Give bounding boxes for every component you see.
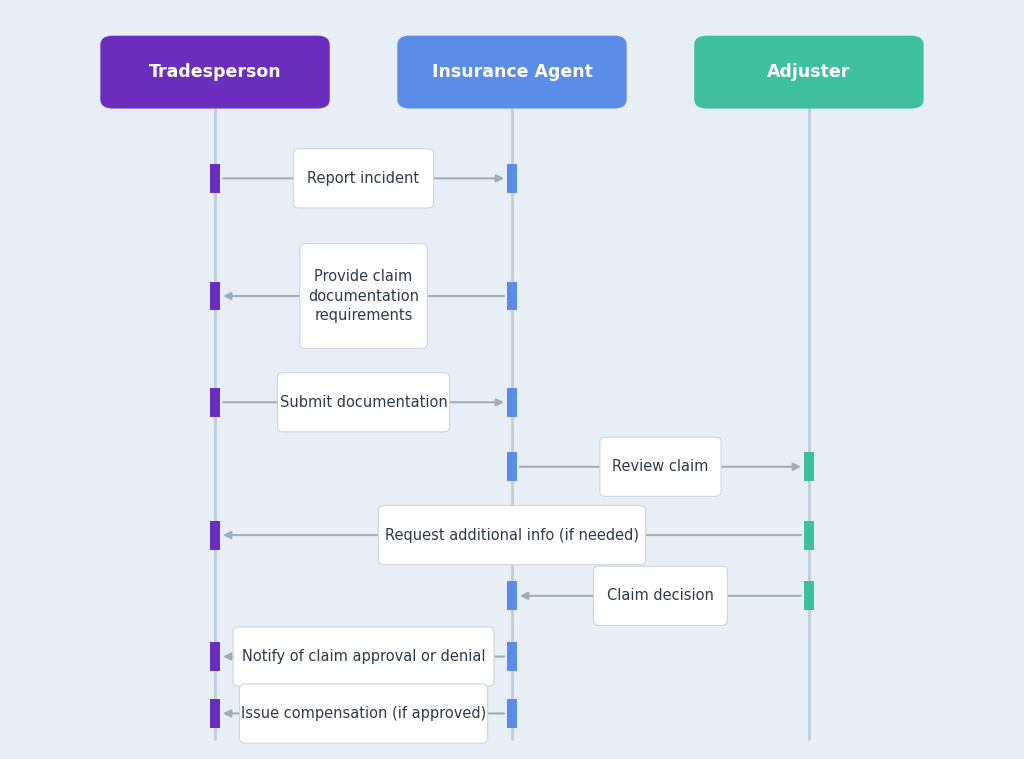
FancyBboxPatch shape	[100, 36, 330, 109]
Text: Insurance Agent: Insurance Agent	[431, 63, 593, 81]
FancyBboxPatch shape	[300, 244, 427, 348]
FancyBboxPatch shape	[694, 36, 924, 109]
FancyBboxPatch shape	[210, 642, 220, 671]
Text: Request additional info (if needed): Request additional info (if needed)	[385, 528, 639, 543]
FancyBboxPatch shape	[379, 505, 646, 565]
FancyBboxPatch shape	[233, 627, 494, 686]
FancyBboxPatch shape	[210, 388, 220, 417]
FancyBboxPatch shape	[507, 642, 517, 671]
FancyBboxPatch shape	[507, 388, 517, 417]
FancyBboxPatch shape	[600, 437, 721, 496]
Text: Adjuster: Adjuster	[767, 63, 851, 81]
Text: Notify of claim approval or denial: Notify of claim approval or denial	[242, 649, 485, 664]
FancyBboxPatch shape	[507, 581, 517, 610]
Text: Tradesperson: Tradesperson	[148, 63, 282, 81]
FancyBboxPatch shape	[278, 373, 450, 432]
Text: Review claim: Review claim	[612, 459, 709, 474]
FancyBboxPatch shape	[210, 521, 220, 550]
FancyBboxPatch shape	[210, 164, 220, 193]
FancyBboxPatch shape	[210, 282, 220, 310]
FancyBboxPatch shape	[240, 684, 487, 743]
Text: Report incident: Report incident	[307, 171, 420, 186]
FancyBboxPatch shape	[293, 149, 434, 208]
Text: Issue compensation (if approved): Issue compensation (if approved)	[241, 706, 486, 721]
FancyBboxPatch shape	[804, 521, 814, 550]
FancyBboxPatch shape	[804, 581, 814, 610]
FancyBboxPatch shape	[210, 699, 220, 728]
Text: Provide claim
documentation
requirements: Provide claim documentation requirements	[308, 269, 419, 323]
FancyBboxPatch shape	[507, 699, 517, 728]
FancyBboxPatch shape	[804, 452, 814, 481]
Text: Claim decision: Claim decision	[607, 588, 714, 603]
Text: Submit documentation: Submit documentation	[280, 395, 447, 410]
FancyBboxPatch shape	[397, 36, 627, 109]
FancyBboxPatch shape	[507, 282, 517, 310]
FancyBboxPatch shape	[594, 566, 727, 625]
FancyBboxPatch shape	[507, 452, 517, 481]
FancyBboxPatch shape	[507, 164, 517, 193]
